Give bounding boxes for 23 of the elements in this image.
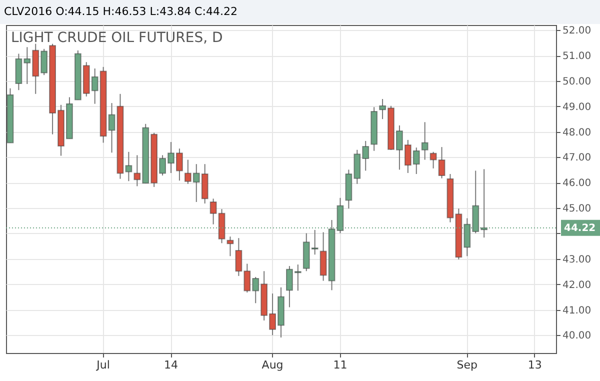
- x-tick-label: Aug: [262, 358, 284, 372]
- text: CLV2016 O:44.15 H:46.53 L:43.84 C:44.22: [0, 0, 600, 24]
- x-tick-label: Jul: [96, 358, 110, 372]
- y-tick-label: 40.00: [562, 330, 592, 342]
- y-tick-label: 45.00: [562, 204, 592, 215]
- y-tick-label: 51.00: [562, 51, 592, 62]
- x-tick-label: Sep: [456, 358, 478, 372]
- candlestick: [421, 122, 428, 160]
- y-tick-label: 41.00: [562, 305, 592, 316]
- y-tick-label: 52.00: [562, 26, 592, 37]
- ref-line-label: 44.22: [564, 222, 596, 234]
- x-tick-label: 14: [164, 358, 178, 372]
- y-tick-label: 47.00: [562, 152, 592, 164]
- y-tick-label: 50.00: [562, 76, 592, 88]
- y-tick-label: 42.00: [562, 280, 592, 291]
- y-tick-label: 43.00: [562, 254, 592, 266]
- x-tick-label: 11: [333, 358, 348, 372]
- y-tick-label: 49.00: [562, 102, 592, 113]
- candlestick: [226, 236, 234, 257]
- y-tick-label: 48.00: [562, 127, 592, 138]
- chart-title: LIGHT CRUDE OIL FUTURES, D: [11, 30, 223, 46]
- y-tick-label: 46.00: [562, 178, 592, 190]
- x-tick-label: 13: [528, 358, 542, 372]
